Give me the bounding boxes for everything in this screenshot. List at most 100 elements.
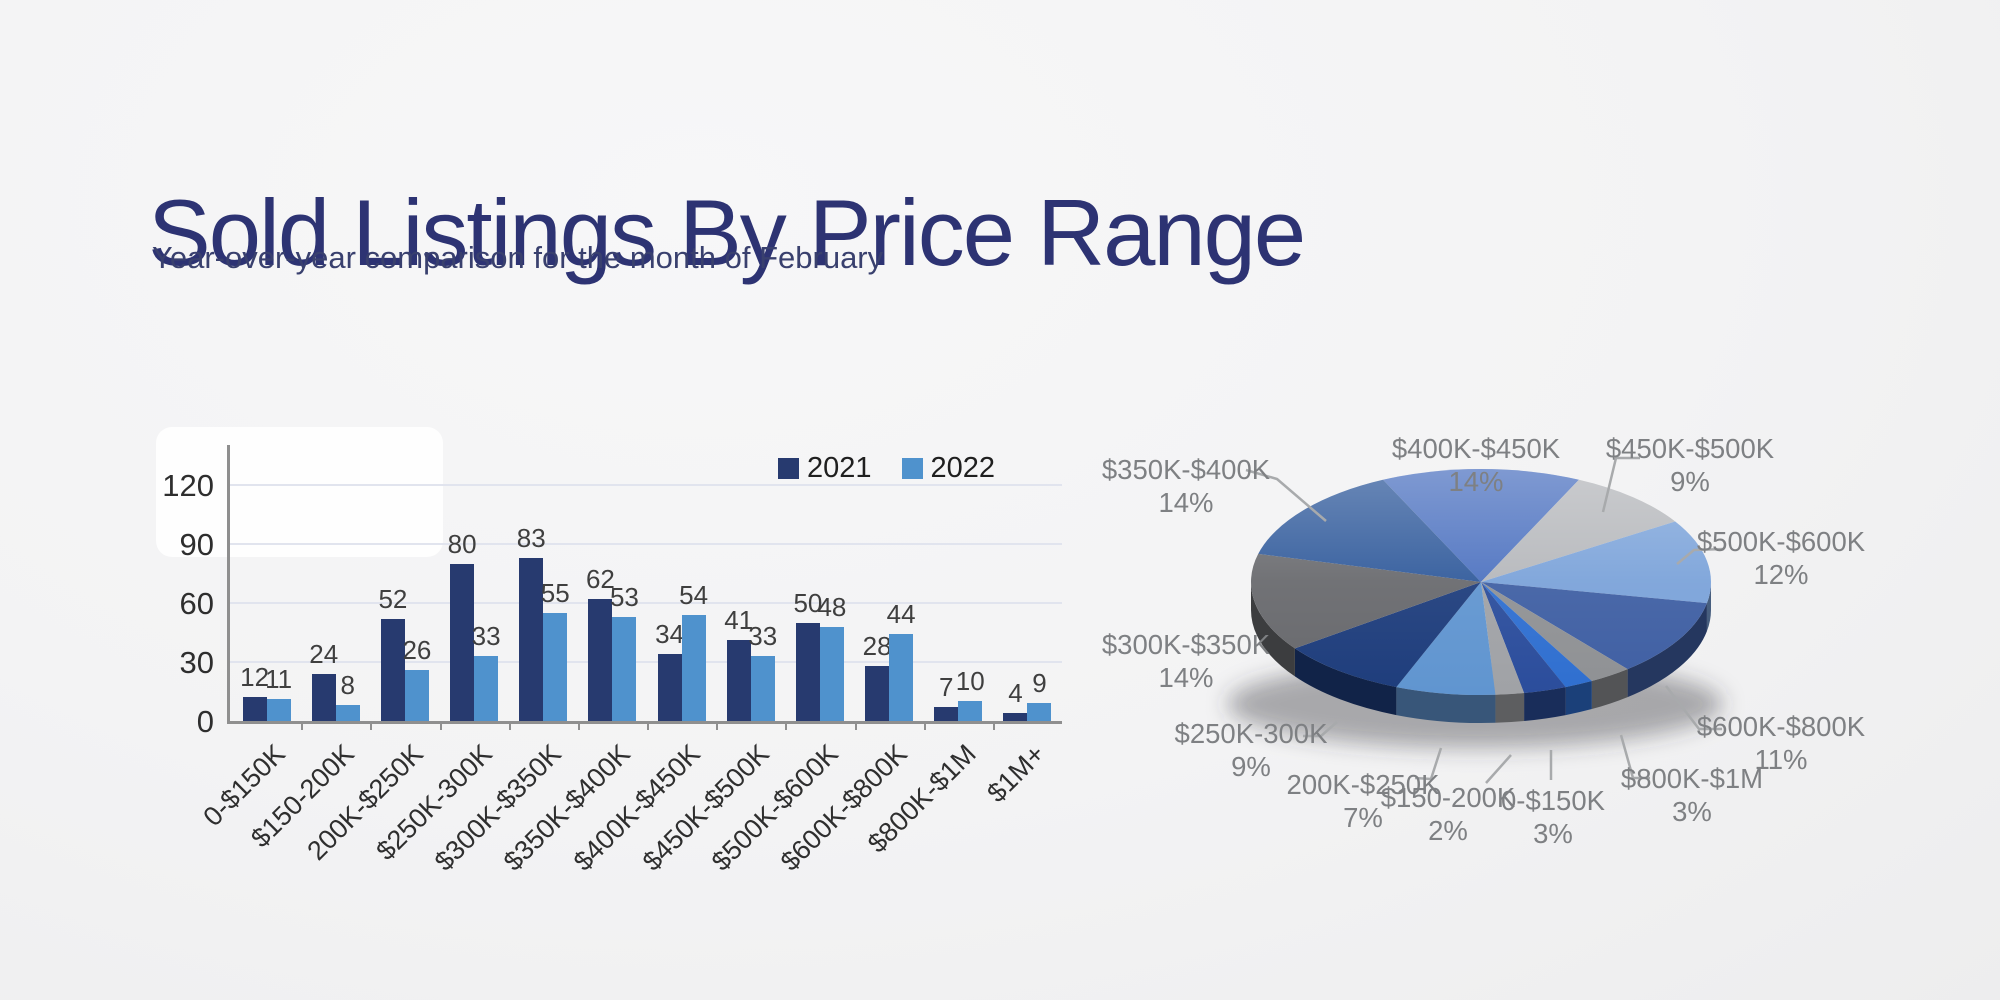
y-axis-line [227,445,230,723]
x-axis-tick [647,721,649,730]
bar-group: 83 55 [509,445,578,721]
legend-item-2021: 2021 [778,452,872,485]
bar-2022 [1027,703,1052,721]
bar-2022 [889,634,914,721]
x-axis-tick [508,721,511,730]
pie-callout-0-$150K: 0-$150K 3% [1423,784,1683,850]
pie-callout-$350K-$400K: $350K-$400K 14% [1056,453,1316,519]
pie-callout-range: $350K-$400K [1101,454,1271,485]
y-tick-label: 60 [179,586,214,621]
x-axis-line [227,721,1062,724]
grid-line [229,484,1062,486]
bar-value-label: 53 [609,582,639,612]
bar-value-label: 8 [340,670,355,700]
pie-callout-range: 0-$150K [1501,785,1605,816]
bar-2022 [750,656,775,721]
x-axis-tick [370,721,373,730]
legend-swatch-icon [901,458,923,479]
pie-slice-$800K-$1M [1481,582,1628,682]
y-tick-label: 0 [196,704,214,739]
bar-2021 [1003,713,1028,721]
pie-callout-percent: 3% [1672,796,1712,827]
bar-value-label: 9 [1032,668,1047,698]
chart-background-card [156,427,443,557]
bar-2022 [404,670,429,721]
pie-callout-range: $450K-$500K [1605,433,1775,464]
pie-slice-$250K-300K [1294,582,1481,688]
pie-callout-range: $250K-300K [1174,718,1328,749]
pie-slice-side-$1M+ [1565,681,1592,716]
pie-callout-percent: 14% [1158,662,1214,693]
bar-value-label: 4 [1008,678,1023,708]
pie-slice-side-200K-$250K [1396,687,1496,723]
legend-label: 2022 [930,452,996,484]
bar-value-label: 24 [309,639,339,669]
pie-callout-$400K-$450K: $400K-$450K 14% [1346,432,1606,498]
bar-value-label: 80 [447,529,477,559]
pie-slice-side-$600K-$800K [1627,603,1707,698]
bar-group: 52 26 [370,445,439,721]
bar-2022 [335,705,360,721]
pie-slice-side-$800K-$1M [1591,669,1628,710]
pie-callout-$500K-$600K: $500K-$600K 12% [1651,525,1911,591]
bar-2021 [380,619,405,721]
x-axis-tick [854,721,857,730]
legend-swatch-icon [778,458,799,479]
bar-2021 [450,564,475,721]
bar-2022 [681,615,706,721]
pie-callout-200K-$250K: 200K-$250K 7% [1233,768,1493,834]
x-axis-tick [439,721,442,730]
bar-value-label: 50 [793,588,823,618]
pie-callout-$800K-$1M: $800K-$1M 3% [1562,762,1822,828]
pie-callout-range: $800K-$1M [1620,763,1764,794]
grid-line [229,543,1062,545]
pie-callout-range: $400K-$450K [1391,433,1561,464]
bar-value-label: 28 [862,631,892,661]
bar-2022 [543,613,568,721]
pie-callout-percent: 3% [1533,818,1573,849]
bar-value-label: 44 [886,599,916,629]
bar-2022 [958,701,983,721]
pie-sheen-overlay [1251,469,1711,695]
pie-callout-range: $300K-$350K [1101,629,1271,660]
pie-slice-side-$150-200K [1495,692,1525,723]
pie-callout-range: $600K-$800K [1696,711,1866,742]
bar-group: 50 48 [785,445,854,721]
legend-label: 2021 [807,452,872,484]
x-axis-tick [992,721,995,730]
pie-callout-percent: 11% [1754,744,1808,775]
pie-slice-$150-200K [1481,582,1525,695]
pie-slice-side-0-$150K [1524,687,1566,721]
bar-group: 7 10 [924,445,993,721]
pie-callout-percent: 14% [1158,487,1214,518]
bar-value-label: 54 [679,580,709,610]
bar-2021 [726,640,751,721]
bar-2021 [242,697,267,721]
bar-2022 [612,617,637,721]
pie-callout-percent: 9% [1231,751,1271,782]
pie-callout-$600K-$800K: $600K-$800K 11% [1651,710,1911,776]
legend-item-2022: 2022 [901,452,996,485]
pie-callout-range: 200K-$250K [1286,769,1440,800]
bar-value-label: 33 [748,621,778,651]
bar-2021 [588,599,613,721]
page-title: Sold Listings By Price Range [148,179,1306,285]
bar-group: 28 44 [855,445,924,721]
bar-2021 [311,674,336,721]
bar-group: 24 8 [301,445,370,721]
bar-value-label: 26 [402,635,432,665]
bar-2022 [266,699,291,721]
grid-line [229,661,1062,663]
bar-value-label: 12 [240,662,270,692]
pie-slice-$600K-$800K [1481,582,1707,670]
x-axis-tick [923,721,926,730]
pie-callout-percent: 9% [1670,466,1710,497]
bar-group: 62 53 [578,445,647,721]
pie-callout-percent: 7% [1343,802,1383,833]
bar-2022 [474,656,499,721]
pie-callout-range: $150-200K [1380,782,1516,813]
pie-callout-range: $500K-$600K [1696,526,1866,557]
bar-value-label: 33 [471,621,501,651]
